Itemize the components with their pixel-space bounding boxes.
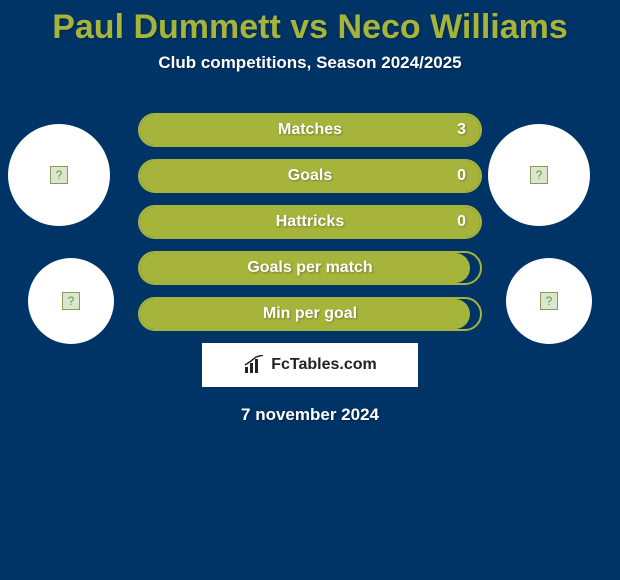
brand-box: FcTables.com — [202, 343, 418, 387]
image-placeholder-icon: ? — [530, 166, 548, 184]
stat-label: Goals per match — [140, 259, 480, 277]
player1-avatar: ? — [8, 124, 110, 226]
date-text: 7 november 2024 — [0, 405, 620, 425]
player2-name: Neco Williams — [338, 8, 568, 46]
image-placeholder-icon: ? — [50, 166, 68, 184]
player2-avatar: ? — [488, 124, 590, 226]
player1-name: Paul Dummett — [52, 8, 281, 46]
page-title: Paul Dummett vs Neco Williams — [0, 0, 620, 47]
stat-row: Matches3 — [138, 113, 482, 147]
stat-row: Goals per match — [138, 251, 482, 285]
stat-value: 0 — [457, 167, 466, 185]
stat-row: Hattricks0 — [138, 205, 482, 239]
stat-value: 0 — [457, 213, 466, 231]
comparison-infographic: Paul Dummett vs Neco Williams Club compe… — [0, 0, 620, 580]
image-placeholder-icon: ? — [62, 292, 80, 310]
stat-row: Min per goal — [138, 297, 482, 331]
stat-value: 3 — [457, 121, 466, 139]
image-placeholder-icon: ? — [540, 292, 558, 310]
stat-label: Min per goal — [140, 305, 480, 323]
player1-club-badge: ? — [28, 258, 114, 344]
stat-label: Hattricks — [140, 213, 480, 231]
stat-label: Goals — [140, 167, 480, 185]
vs-text: vs — [290, 8, 328, 46]
stat-label: Matches — [140, 121, 480, 139]
brand-text: FcTables.com — [271, 356, 377, 374]
stat-row: Goals0 — [138, 159, 482, 193]
subtitle: Club competitions, Season 2024/2025 — [0, 53, 620, 73]
player2-club-badge: ? — [506, 258, 592, 344]
chart-icon — [243, 355, 267, 375]
